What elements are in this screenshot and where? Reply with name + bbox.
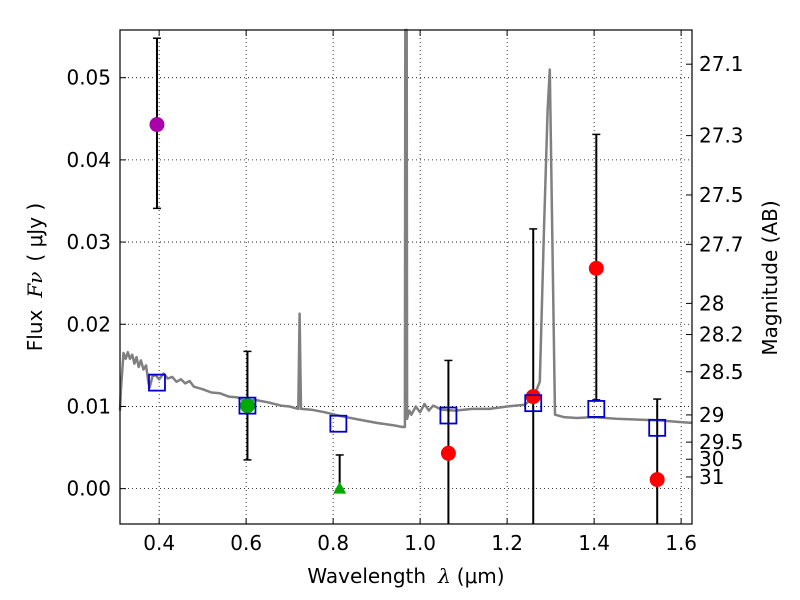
y2-tick-label: 29 [699,403,724,427]
data-point-circle [588,260,604,276]
model-photometry-square [587,400,606,418]
data-point-circle [525,389,541,405]
data-point-circle [649,472,665,488]
data-point-circle [440,445,456,461]
data-point-circle [149,117,165,133]
y-tick-label: 0.04 [66,148,111,172]
model-photometry-square [524,394,543,413]
x-tick-label: 1.4 [578,531,610,555]
plot-frame [119,29,693,525]
y2-tick-label: 28.5 [699,360,744,384]
model-photometry-square [148,373,166,392]
model-spectrum-line [118,28,693,429]
data-points-group [148,37,667,524]
y2-tick-label: 27.3 [699,124,744,148]
x-tick-label: 1.0 [404,531,436,555]
y2-tick-label: 30 [699,447,724,471]
y-tick-label: 0.00 [66,477,111,501]
y-tick-label: 0.05 [66,66,111,90]
y-tick-label: 0.03 [66,230,111,254]
upper-limit-triangle [333,481,347,494]
model-photometry-square [648,418,667,437]
y-tick-label: 0.01 [66,394,111,418]
y2-tick-label: 31 [699,465,724,489]
model-photometry-square [238,396,257,415]
y-tick-label: 0.02 [66,312,111,336]
y2-tick-label: 28.2 [699,323,744,347]
x-tick-label: 1.6 [665,531,697,555]
y2-tick-label: 27.1 [699,52,744,76]
y2-tick-label: 28 [699,291,724,315]
x-tick-label: 1.2 [491,531,523,555]
y2-tick-label: 27.7 [699,232,744,256]
x-tick-label: 0.6 [230,531,262,555]
model-spectrum-group [118,28,693,429]
y-axis-label: FluxFν( μJy ) [23,203,47,351]
y2-tick-label: 29.5 [699,430,744,454]
model-photometry-square [439,406,458,425]
tick-marks-group: 0.4 0.6 0.8 1.0 1.2 1.4 1.6 0.00 0.01 0.02 0.03 0.0… [66,30,744,555]
data-point-circle [239,398,255,414]
y2-tick-label: 27.5 [699,183,744,207]
x-tick-label: 0.4 [143,531,175,555]
x-tick-label: 0.8 [317,531,349,555]
model-photometry-square [329,414,348,433]
x-axis-label: Wavelength λ (μm) [307,564,504,588]
y2-axis-label: Magnitude (AB) [758,200,782,355]
